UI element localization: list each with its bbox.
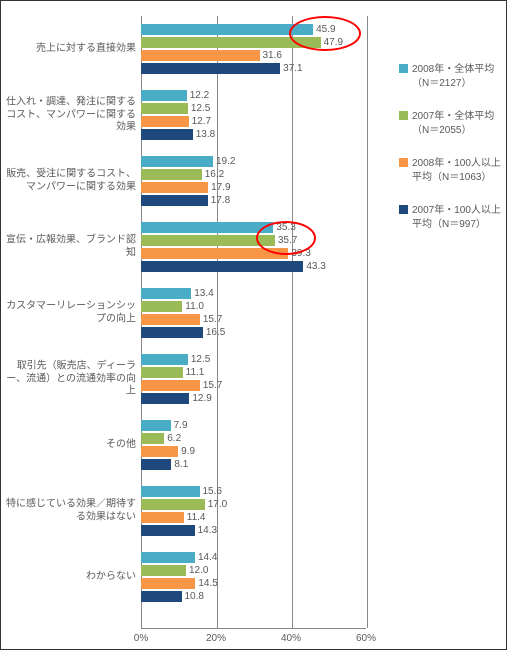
bar: [141, 301, 182, 312]
bar-value-label: 17.8: [208, 195, 230, 206]
bar: [141, 578, 195, 589]
bar: [141, 420, 171, 431]
bar: [141, 459, 171, 470]
category-label: 取引先（販売店、ディーラー、流通）との流通効率の向上: [6, 360, 136, 398]
bar: [141, 446, 178, 457]
bar: [141, 393, 189, 404]
bar-value-label: 12.5: [188, 354, 210, 365]
bar: [141, 525, 195, 536]
bar: [141, 288, 191, 299]
category-group: わからない 14.4 12.0 14.5 10.8: [1, 552, 506, 602]
bar-value-label: 37.1: [280, 63, 302, 74]
category-group: カスタマーリレーションシップの向上 13.4 11.0 15.7 16.5: [1, 288, 506, 338]
bar-value-label: 11.1: [183, 367, 205, 378]
bar: [141, 261, 303, 272]
bar-value-label: 10.8: [182, 591, 204, 602]
bar-value-label: 15.7: [200, 314, 222, 325]
x-tick-label: 40%: [281, 633, 301, 644]
bar: [141, 156, 213, 167]
chart: 2008年・全体平均（N＝2127）2007年・全体平均（N＝2055）2008…: [0, 0, 507, 650]
bar-value-label: 16.2: [202, 169, 224, 180]
category-label: カスタマーリレーションシップの向上: [6, 301, 136, 326]
bar-value-label: 43.3: [303, 261, 325, 272]
bar-value-label: 9.9: [178, 446, 195, 457]
bar: [141, 380, 200, 391]
bar: [141, 50, 260, 61]
category-label: 特に感じている効果／期待する効果はない: [6, 499, 136, 524]
category-label: 仕入れ・調達、発注に関するコスト、マンパワーに関する効果: [6, 96, 136, 134]
bar-value-label: 13.4: [191, 288, 213, 299]
bar: [141, 103, 188, 114]
category-group: 売上に対する直接効果 45.9 47.9 31.6 37.1: [1, 24, 506, 74]
x-tick-label: 0%: [134, 633, 148, 644]
bar-value-label: 12.5: [188, 103, 210, 114]
bar-value-label: 17.9: [208, 182, 230, 193]
bar-value-label: 35.7: [275, 235, 297, 246]
bar: [141, 195, 208, 206]
bar: [141, 182, 208, 193]
x-tick-label: 60%: [356, 633, 376, 644]
category-label: 販売、受注に関するコスト、マンパワーに関する効果: [6, 169, 136, 194]
bar-value-label: 16.5: [203, 327, 225, 338]
bar: [141, 116, 189, 127]
bar: [141, 129, 193, 140]
bar-value-label: 12.9: [189, 393, 211, 404]
bar: [141, 24, 313, 35]
category-label: 売上に対する直接効果: [6, 43, 136, 56]
bar: [141, 169, 202, 180]
bar-value-label: 14.4: [195, 552, 217, 563]
bar: [141, 235, 275, 246]
bar: [141, 90, 187, 101]
bar-value-label: 14.5: [195, 578, 217, 589]
bar-value-label: 11.4: [184, 512, 206, 523]
legend-swatch: [399, 205, 408, 214]
category-label: その他: [6, 439, 136, 452]
bar-value-label: 17.0: [205, 499, 227, 510]
x-tick-label: 20%: [206, 633, 226, 644]
bar-value-label: 45.9: [313, 24, 335, 35]
bar: [141, 222, 273, 233]
category-group: 特に感じている効果／期待する効果はない 15.6 17.0 11.4 14.3: [1, 486, 506, 536]
category-group: 販売、受注に関するコスト、マンパワーに関する効果 19.2 16.2 17.9 17.8: [1, 156, 506, 206]
bar: [141, 433, 164, 444]
bar-value-label: 13.8: [193, 129, 215, 140]
bar: [141, 248, 288, 259]
bar-value-label: 7.9: [171, 420, 188, 431]
bar: [141, 552, 195, 563]
bar: [141, 367, 183, 378]
category-group: 宣伝・広報効果、ブランド認知 35.3 35.7 39.3 43.3: [1, 222, 506, 272]
bar-value-label: 14.3: [195, 525, 217, 536]
bar-value-label: 47.9: [321, 37, 343, 48]
bar: [141, 499, 205, 510]
category-label: 宣伝・広報効果、ブランド認知: [6, 235, 136, 260]
bar-value-label: 31.6: [260, 50, 282, 61]
bar-value-label: 6.2: [164, 433, 181, 444]
bar-value-label: 39.3: [288, 248, 310, 259]
bar: [141, 37, 321, 48]
bar: [141, 486, 200, 497]
bar-value-label: 15.6: [200, 486, 222, 497]
bar-value-label: 8.1: [171, 459, 188, 470]
bar: [141, 314, 200, 325]
category-group: 取引先（販売店、ディーラー、流通）との流通効率の向上 12.5 11.1 15.7 12…: [1, 354, 506, 404]
bar-value-label: 12.7: [189, 116, 211, 127]
bar: [141, 354, 188, 365]
category-group: 仕入れ・調達、発注に関するコスト、マンパワーに関する効果 12.2 12.5 12.7…: [1, 90, 506, 140]
bar-value-label: 12.2: [187, 90, 209, 101]
category-label: わからない: [6, 571, 136, 584]
bar-value-label: 19.2: [213, 156, 235, 167]
bar: [141, 512, 184, 523]
bar: [141, 327, 203, 338]
bar-value-label: 35.3: [273, 222, 295, 233]
bar-value-label: 12.0: [186, 565, 208, 576]
bar: [141, 565, 186, 576]
category-group: その他 7.9 6.2 9.9 8.1: [1, 420, 506, 470]
bar-value-label: 15.7: [200, 380, 222, 391]
bar: [141, 591, 182, 602]
bar: [141, 63, 280, 74]
bar-value-label: 11.0: [182, 301, 204, 312]
